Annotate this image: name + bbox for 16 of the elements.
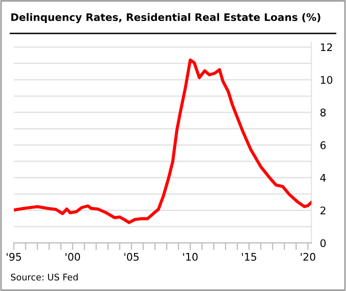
y-tick-label: 2 bbox=[320, 206, 326, 214]
y-tick-label: 12 bbox=[320, 43, 332, 52]
x-tick-label: '10 bbox=[183, 252, 198, 261]
x-tick-label: '00 bbox=[66, 252, 80, 261]
y-tick-label: 6 bbox=[320, 141, 326, 150]
y-tick-label: 0 bbox=[320, 239, 326, 248]
x-tick-label: '05 bbox=[124, 252, 139, 261]
y-tick-label: 8 bbox=[320, 108, 326, 116]
x-tick-label: '15 bbox=[242, 253, 256, 261]
source-note: Source: US Fed bbox=[10, 274, 78, 281]
line-series bbox=[14, 58, 312, 224]
chart-title: Delinquency Rates, Residential Real Estate Loans (%) bbox=[11, 13, 320, 24]
y-tick-label: 10 bbox=[320, 76, 332, 84]
y-tick-label: 4 bbox=[320, 174, 326, 182]
x-tick-label: '95 bbox=[6, 252, 21, 261]
x-tick-label: '20 bbox=[300, 252, 316, 261]
